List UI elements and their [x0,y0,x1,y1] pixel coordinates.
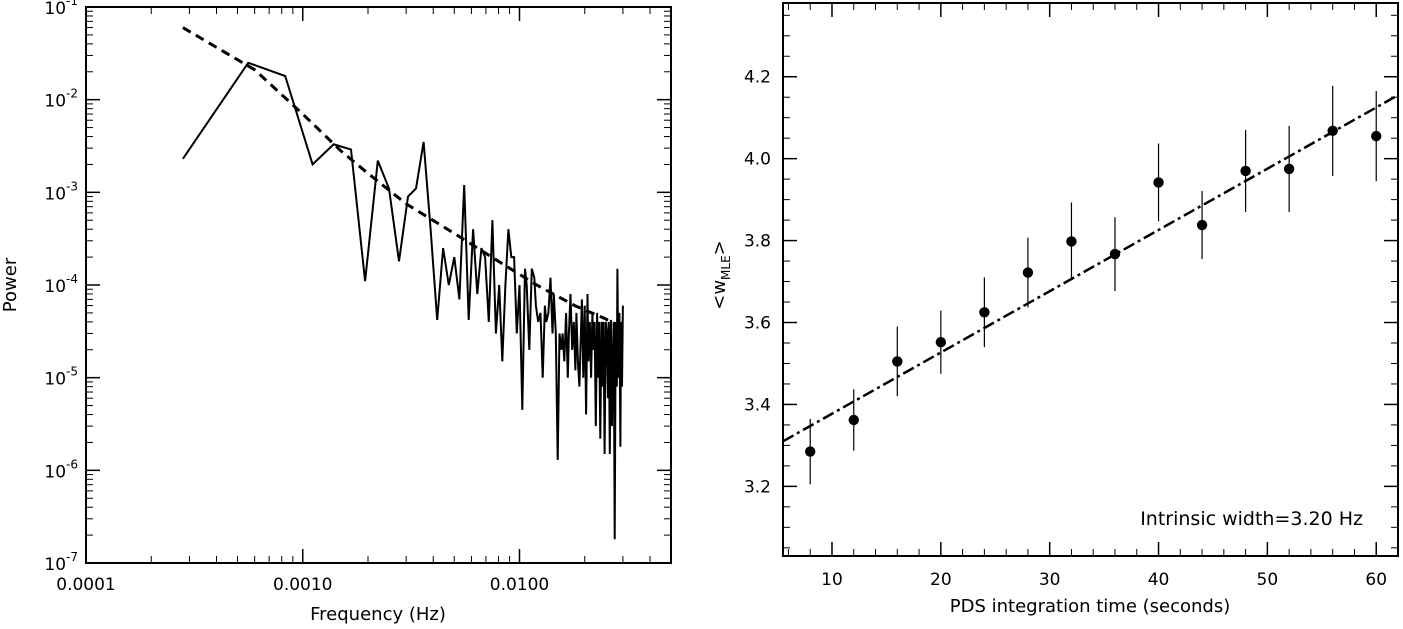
data-point [1371,130,1382,142]
x-tick-label: 0.0100 [490,575,549,595]
data-point [848,414,859,426]
linear-fit-line [782,94,1399,443]
power-spectrum-line [182,61,624,540]
y-tick-labels: 10-1 10-2 10-3 10-4 10-5 10-6 10-7 [44,0,78,575]
y-tick-label: 10-1 [44,0,78,19]
ticks [783,3,1399,556]
data-point [1022,267,1034,278]
width-vs-time-panel: 10 20 30 40 50 60 3.2 3.4 3.6 3.8 4.0 4.2 Intrinsi… [709,2,1399,617]
x-tick-labels: 0.0001 0.0010 0.0100 [56,575,549,595]
data-point [1240,165,1251,177]
major-ticks [85,6,671,564]
data-point [1066,236,1077,247]
data-point [892,356,903,367]
y-tick-label: 4.0 [744,150,771,170]
y-label-main: <w [709,280,730,310]
x-tick-label: 20 [930,570,952,590]
x-tick-label: 0.0001 [56,575,115,595]
y-label-close: > [709,240,730,255]
data-point [805,446,816,457]
plot-frame [85,6,672,564]
y-tick-label: 10-6 [44,457,78,482]
y-tick-label: 3.6 [744,314,771,334]
x-tick-label: 60 [1365,570,1387,590]
y-tick-labels: 3.2 3.4 3.6 3.8 4.0 4.2 [744,68,771,498]
x-tick-labels: 10 20 30 40 50 60 [821,570,1387,590]
error-bars [809,85,1377,485]
data-point [979,307,990,318]
x-tick-label: 10 [821,570,843,590]
y-tick-label: 3.2 [744,477,771,497]
y-tick-label: 10-7 [44,550,78,575]
x-tick-label: 50 [1257,570,1279,590]
x-axis-label: PDS integration time (seconds) [950,596,1230,617]
plot-frame [782,2,1399,557]
x-tick-label: 30 [1039,570,1061,590]
y-tick-label: 10-2 [44,87,78,112]
data-point [1327,125,1338,137]
x-tick-label: 40 [1148,570,1170,590]
y-axis-label: <wMLE> [709,240,733,310]
y-tick-label: 10-4 [44,272,78,297]
data-point [1283,163,1295,175]
minor-ticks [86,7,672,563]
y-tick-label: 3.4 [744,395,771,415]
y-axis-label: Power [0,257,21,312]
y-tick-label: 3.8 [744,232,771,252]
y-tick-label: 4.2 [744,68,771,88]
data-point [935,336,947,348]
data-points [805,125,1382,457]
power-law-fit-line [182,26,624,331]
power-spectrum-panel: 0.0001 0.0010 0.0100 10-110-210-310-410-51… [0,0,672,625]
y-tick-label: 10-3 [44,179,78,204]
data-point [1153,177,1164,188]
x-axis-label: Frequency (Hz) [310,604,446,625]
x-tick-label: 0.0010 [273,575,332,595]
y-label-subscript: MLE [719,255,733,280]
data-point [1109,248,1121,260]
data-point [1196,219,1208,231]
y-tick-label: 10-5 [44,365,78,390]
intrinsic-width-annotation: Intrinsic width=3.20 Hz [1140,508,1363,530]
